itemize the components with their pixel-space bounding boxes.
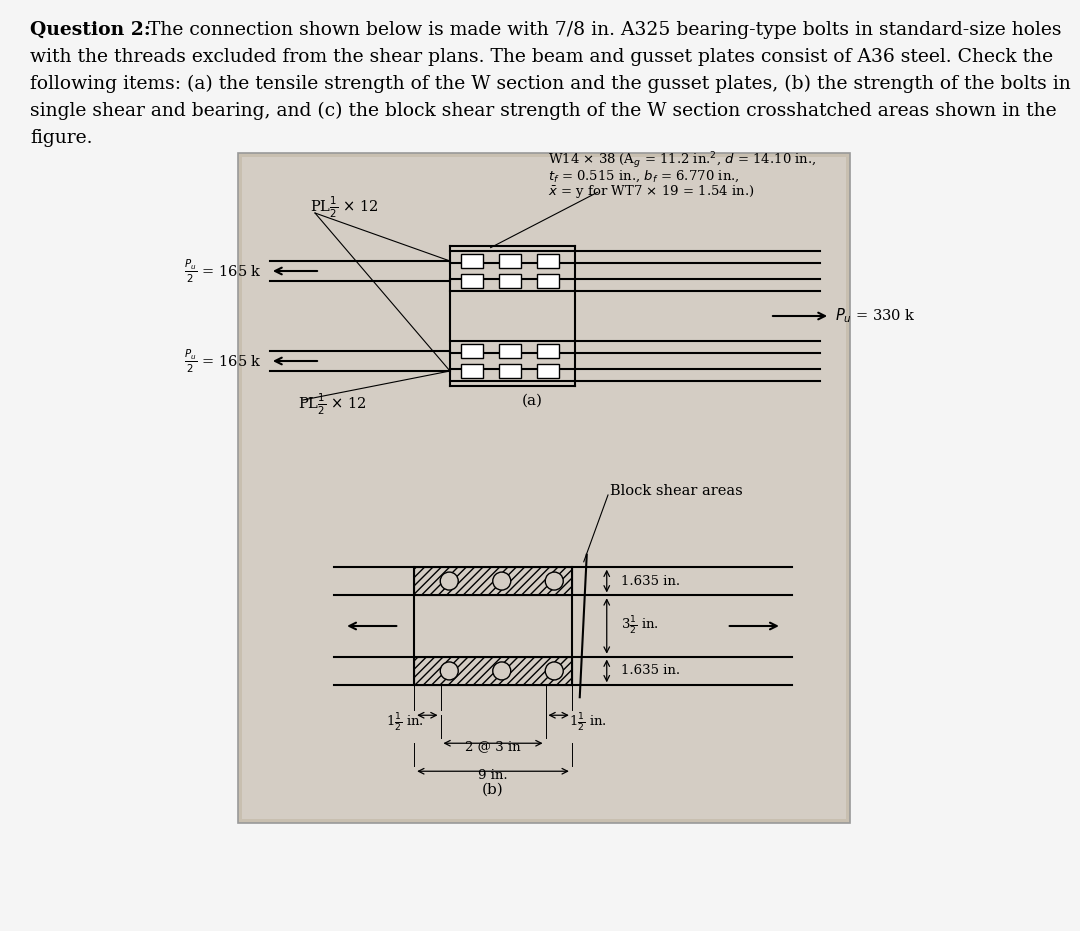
Text: (b): (b): [482, 782, 504, 796]
Text: PL$\frac{1}{2}$ $\times$ 12: PL$\frac{1}{2}$ $\times$ 12: [298, 391, 366, 417]
Bar: [499, 254, 521, 268]
Text: $P_u$ = 330 k: $P_u$ = 330 k: [835, 306, 916, 325]
Bar: [415, 656, 571, 685]
Text: Question 2:: Question 2:: [30, 21, 151, 39]
Text: single shear and bearing, and (c) the block shear strength of the W section cros: single shear and bearing, and (c) the bl…: [30, 102, 1056, 120]
Text: following items: (a) the tensile strength of the W section and the gusset plates: following items: (a) the tensile strengt…: [30, 75, 1070, 93]
Bar: [461, 274, 483, 288]
Bar: [242, 157, 846, 819]
Text: with the threads excluded from the shear plans. The beam and gusset plates consi: with the threads excluded from the shear…: [30, 48, 1053, 66]
Text: W14 $\times$ 38 (A$_g$ = 11.2 in.$^2$, $d$ = 14.10 in.,: W14 $\times$ 38 (A$_g$ = 11.2 in.$^2$, $…: [548, 151, 816, 171]
Circle shape: [545, 662, 564, 680]
Bar: [461, 254, 483, 268]
Bar: [499, 344, 521, 358]
Text: The connection shown below is made with 7/8 in. A325 bearing-type bolts in stand: The connection shown below is made with …: [141, 21, 1062, 39]
Bar: [537, 344, 559, 358]
Text: 1.635 in.: 1.635 in.: [621, 574, 680, 587]
Text: 1$\frac{1}{2}$ in.: 1$\frac{1}{2}$ in.: [387, 712, 424, 735]
Text: 3$\frac{1}{2}$ in.: 3$\frac{1}{2}$ in.: [621, 615, 659, 637]
Bar: [499, 364, 521, 378]
Circle shape: [492, 572, 511, 590]
Text: (a): (a): [522, 394, 543, 408]
Bar: [461, 344, 483, 358]
Text: $\frac{P_u}{2}$ = 165 k: $\frac{P_u}{2}$ = 165 k: [184, 347, 262, 374]
Text: $t_f$ = 0.515 in., $b_f$ = 6.770 in.,: $t_f$ = 0.515 in., $b_f$ = 6.770 in.,: [548, 169, 740, 183]
Bar: [415, 567, 571, 596]
Circle shape: [492, 662, 511, 680]
Bar: [238, 153, 850, 823]
Bar: [537, 274, 559, 288]
Circle shape: [441, 662, 458, 680]
Text: 1$\frac{1}{2}$ in.: 1$\frac{1}{2}$ in.: [569, 712, 607, 735]
Text: 2 @ 3 in: 2 @ 3 in: [465, 740, 521, 753]
Bar: [537, 364, 559, 378]
Bar: [461, 364, 483, 378]
Text: PL$\frac{1}{2}$ $\times$ 12: PL$\frac{1}{2}$ $\times$ 12: [310, 195, 379, 220]
Circle shape: [441, 572, 458, 590]
Text: 9 in.: 9 in.: [478, 769, 508, 782]
Text: figure.: figure.: [30, 129, 93, 147]
Circle shape: [545, 572, 564, 590]
Text: 1.635 in.: 1.635 in.: [621, 665, 680, 678]
Text: $\frac{P_u}{2}$ = 165 k: $\frac{P_u}{2}$ = 165 k: [184, 257, 262, 285]
Bar: [537, 254, 559, 268]
Bar: [499, 274, 521, 288]
Text: $\bar{x}$ = y for WT7 $\times$ 19 = 1.54 in.): $\bar{x}$ = y for WT7 $\times$ 19 = 1.54…: [548, 182, 755, 199]
Text: Block shear areas: Block shear areas: [610, 484, 743, 498]
